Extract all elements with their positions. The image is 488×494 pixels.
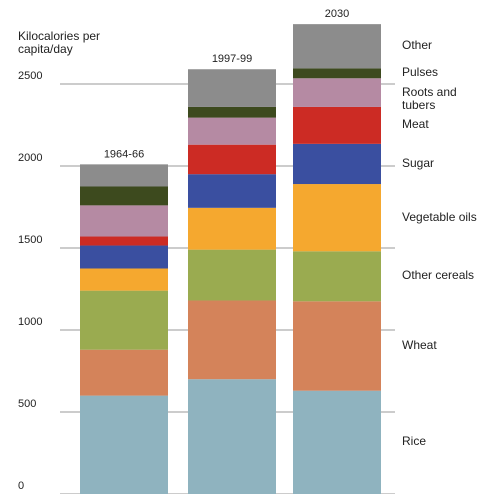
bar-segment — [188, 144, 276, 175]
bar-segment — [293, 106, 381, 144]
bar-segment — [80, 186, 168, 206]
bar-segment — [293, 78, 381, 107]
category-label: 2030 — [325, 8, 349, 20]
bar-segment — [293, 24, 381, 69]
bar-segment — [293, 301, 381, 391]
legend-label: Other — [402, 38, 433, 53]
legend-label: Wheat — [402, 337, 437, 352]
legend-label: Other cereals — [402, 268, 475, 283]
bar-segment — [293, 184, 381, 252]
bar-segment — [80, 268, 168, 291]
y-tick-label: 0 — [18, 480, 24, 492]
bar-segment — [80, 245, 168, 269]
bar-segment — [188, 379, 276, 494]
bar-segment — [80, 205, 168, 237]
bar-segment — [293, 251, 381, 302]
bar-segment — [188, 106, 276, 118]
bar-segment — [293, 390, 381, 494]
bar-segment — [188, 117, 276, 145]
y-tick-label: 2500 — [18, 70, 42, 82]
legend-label: Rice — [402, 434, 427, 449]
legend-label: Sugar — [402, 155, 435, 170]
bar-segment — [293, 143, 381, 185]
legend-label: Pulses — [402, 65, 439, 80]
bar-segment — [293, 68, 381, 79]
y-tick-label: 500 — [18, 398, 36, 410]
bar-segment — [80, 395, 168, 494]
bar-segment — [188, 174, 276, 208]
y-tick-label: 2000 — [18, 152, 42, 164]
legend-label: Roots and tubers — [402, 84, 457, 112]
category-label: 1964-66 — [104, 148, 144, 160]
category-label: 1997-99 — [212, 53, 252, 65]
bar-segment — [80, 164, 168, 187]
bar-segment — [188, 249, 276, 301]
y-axis-label: Kilocalories per capita/day — [18, 29, 101, 56]
bar-segment — [188, 69, 276, 107]
bar-segment — [188, 300, 276, 380]
legend-label: Vegetable oils — [402, 209, 477, 224]
bar-segment — [80, 349, 168, 396]
y-tick-label: 1500 — [18, 234, 42, 246]
legend-label: Meat — [402, 117, 429, 132]
y-tick-label: 1000 — [18, 316, 42, 328]
bar-segment — [80, 290, 168, 350]
bar-segment — [188, 207, 276, 250]
bar-segment — [80, 236, 168, 246]
